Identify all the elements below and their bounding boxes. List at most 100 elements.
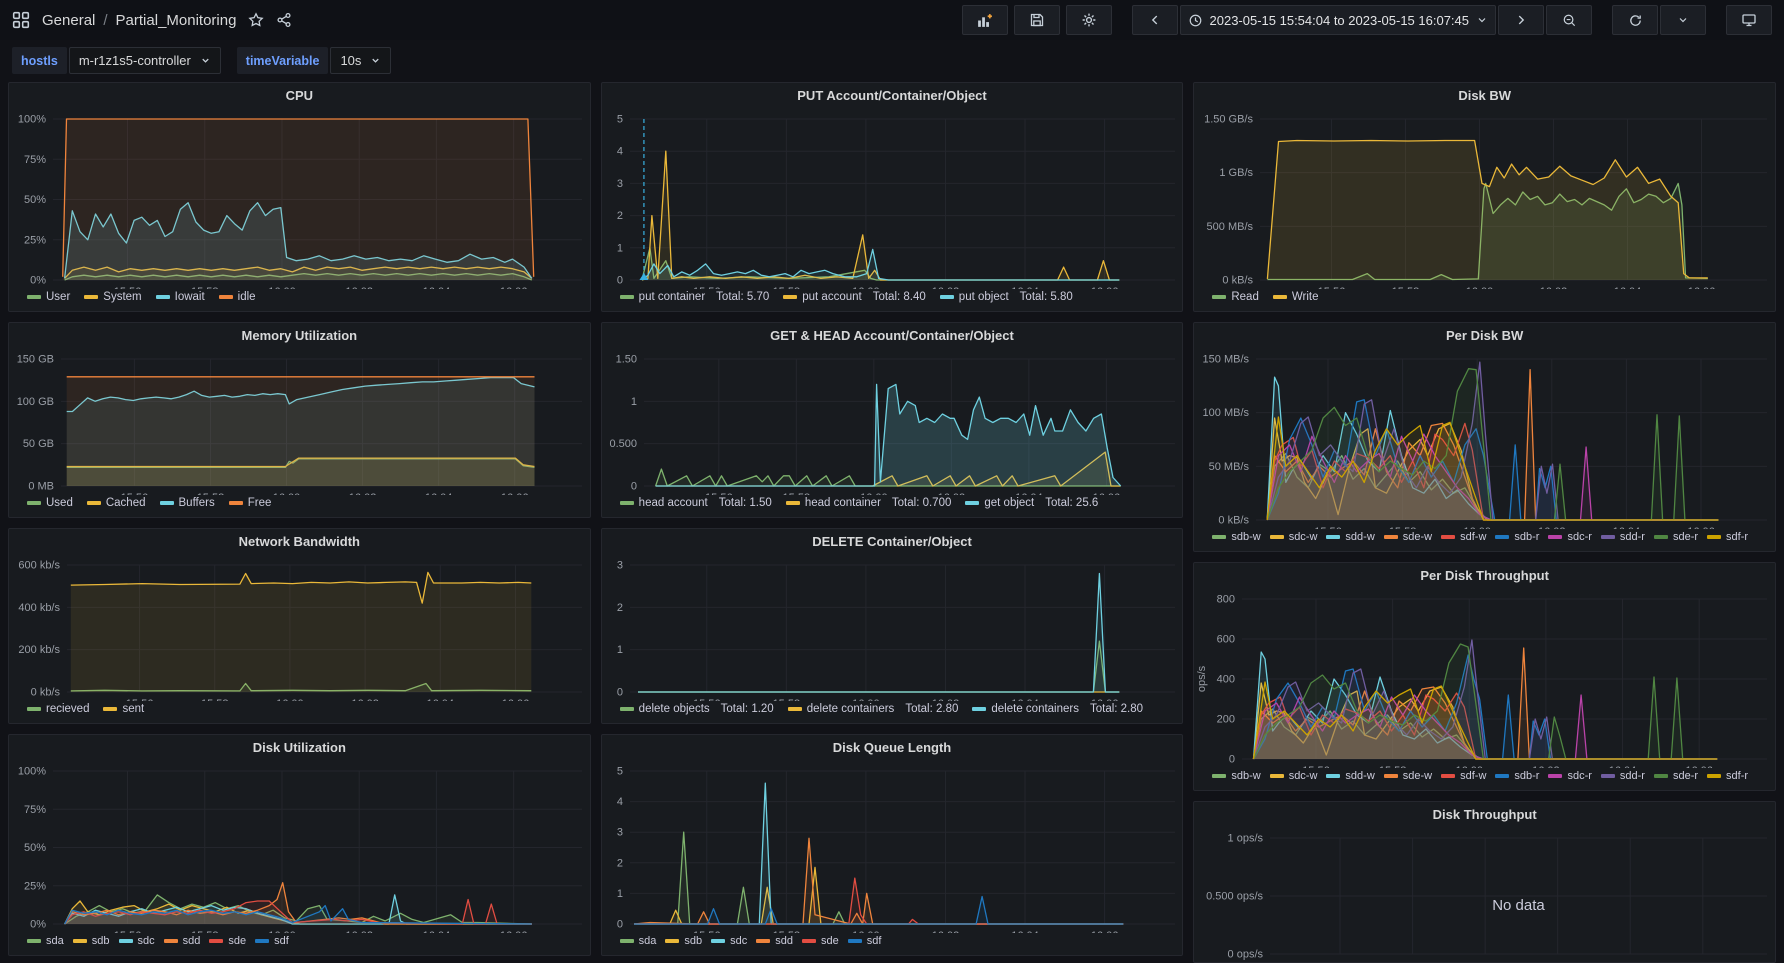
svg-text:0.500 ops/s: 0.500 ops/s bbox=[1206, 891, 1263, 903]
legend-item[interactable]: sdd-w bbox=[1326, 770, 1374, 782]
cpu-chart[interactable]: 0%25%50%75%100%15:5615:5816:0016:0216:04… bbox=[9, 109, 590, 289]
legend-item[interactable]: sdf bbox=[255, 935, 289, 947]
legend-item[interactable]: sdb-r bbox=[1495, 770, 1539, 782]
legend-item[interactable]: sdd-r bbox=[1601, 531, 1645, 543]
legend-item[interactable]: sdb-w bbox=[1212, 531, 1260, 543]
share-icon[interactable] bbox=[276, 12, 292, 28]
time-range-forward-button[interactable] bbox=[1498, 5, 1544, 35]
network-chart[interactable]: 0 kb/s200 kb/s400 kb/s600 kb/s15:5615:58… bbox=[9, 555, 590, 701]
legend-item[interactable]: sdd bbox=[164, 935, 201, 947]
legend-item[interactable]: Write bbox=[1273, 291, 1319, 303]
disk-throughput-chart[interactable]: 0 ops/s0.500 ops/s1 ops/sNo data bbox=[1194, 828, 1775, 962]
legend-item[interactable]: sde bbox=[802, 935, 839, 947]
time-range-picker[interactable]: 2023-05-15 15:54:04 to 2023-05-15 16:07:… bbox=[1180, 5, 1497, 35]
legend-item[interactable]: sdf-w bbox=[1441, 770, 1486, 782]
kiosk-mode-button[interactable] bbox=[1726, 5, 1772, 35]
panel-put: PUT Account/Container/Object 01234515:56… bbox=[601, 82, 1184, 312]
add-panel-button[interactable] bbox=[962, 5, 1008, 35]
legend-item[interactable]: sde-r bbox=[1654, 531, 1698, 543]
legend-item[interactable]: sdf-w bbox=[1441, 531, 1486, 543]
legend-item[interactable]: put objectTotal: 5.80 bbox=[940, 291, 1073, 303]
legend-item[interactable]: sde-r bbox=[1654, 770, 1698, 782]
panel-title[interactable]: Network Bandwidth bbox=[9, 529, 590, 555]
panel-title[interactable]: PUT Account/Container/Object bbox=[602, 83, 1183, 109]
panel-title[interactable]: Per Disk BW bbox=[1194, 323, 1775, 349]
legend-item[interactable]: sda bbox=[27, 935, 64, 947]
panel-title[interactable]: CPU bbox=[9, 83, 590, 109]
put-chart[interactable]: 01234515:5615:5816:0016:0216:0416:06 bbox=[602, 109, 1183, 289]
panel-title[interactable]: Disk Throughput bbox=[1194, 802, 1775, 828]
legend-item[interactable]: sde-w bbox=[1384, 770, 1432, 782]
per-disk-throughput-chart[interactable]: 020040060080015:5615:5816:0016:0216:0416… bbox=[1194, 589, 1775, 768]
legend-item[interactable]: sdc bbox=[119, 935, 155, 947]
legend-item[interactable]: delete objectsTotal: 1.20 bbox=[620, 703, 774, 715]
panel-title[interactable]: Disk Utilization bbox=[9, 735, 590, 761]
time-range-back-button[interactable] bbox=[1132, 5, 1178, 35]
star-icon[interactable] bbox=[248, 12, 264, 28]
panel-title[interactable]: Memory Utilization bbox=[9, 323, 590, 349]
legend-item[interactable]: sdf-r bbox=[1707, 531, 1748, 543]
legend-item[interactable]: sdf-r bbox=[1707, 770, 1748, 782]
legend-item[interactable]: sda bbox=[620, 935, 657, 947]
legend-item[interactable]: System bbox=[84, 291, 141, 303]
legend-item[interactable]: sent bbox=[103, 703, 144, 715]
legend-item[interactable]: get objectTotal: 25.6 bbox=[965, 497, 1098, 509]
legend-item[interactable]: sdc bbox=[711, 935, 747, 947]
per-disk-bw-chart[interactable]: 0 kB/s50 MB/s100 MB/s150 MB/s15:5615:581… bbox=[1194, 349, 1775, 529]
legend-item[interactable]: sde-w bbox=[1384, 531, 1432, 543]
legend-item[interactable]: Free bbox=[229, 497, 272, 509]
zoom-out-time-button[interactable] bbox=[1546, 5, 1592, 35]
panel-title[interactable]: GET & HEAD Account/Container/Object bbox=[602, 323, 1183, 349]
delete-chart[interactable]: 012315:5615:5816:0016:0216:0416:06 bbox=[602, 555, 1183, 701]
legend-item[interactable]: put accountTotal: 8.40 bbox=[783, 291, 926, 303]
legend-item[interactable]: idle bbox=[219, 291, 256, 303]
legend-item[interactable]: Buffers bbox=[160, 497, 215, 509]
disk-bw-chart[interactable]: 0 kB/s500 MB/s1 GB/s1.50 GB/s15:5615:581… bbox=[1194, 109, 1775, 289]
refresh-interval-dropdown[interactable] bbox=[1660, 5, 1706, 35]
legend-item[interactable]: sdd-w bbox=[1326, 531, 1374, 543]
panel-title[interactable]: Disk BW bbox=[1194, 83, 1775, 109]
legend-item[interactable]: Cached bbox=[87, 497, 146, 509]
legend-item[interactable]: Read bbox=[1212, 291, 1259, 303]
legend-item[interactable]: sdc-w bbox=[1270, 531, 1318, 543]
legend-item[interactable]: Iowait bbox=[156, 291, 205, 303]
panel-disk-utilization: Disk Utilization 0%25%50%75%100%15:5615:… bbox=[8, 734, 591, 956]
legend-item[interactable]: sdb-r bbox=[1495, 531, 1539, 543]
legend-item[interactable]: sdc-r bbox=[1548, 770, 1591, 782]
breadcrumb-section[interactable]: General bbox=[42, 12, 95, 29]
dashboard-settings-button[interactable] bbox=[1066, 5, 1112, 35]
panel-title[interactable]: DELETE Container/Object bbox=[602, 529, 1183, 555]
legend-item[interactable]: put containerTotal: 5.70 bbox=[620, 291, 770, 303]
variable-timevariable-label: timeVariable bbox=[237, 47, 329, 74]
disk-queue-chart[interactable]: 01234515:5615:5816:0016:0216:0416:06 bbox=[602, 761, 1183, 933]
get-head-chart[interactable]: 00.50011.5015:5615:5816:0016:0216:0416:0… bbox=[602, 349, 1183, 495]
legend-item[interactable]: sde bbox=[209, 935, 246, 947]
svg-text:0 MB: 0 MB bbox=[28, 481, 54, 493]
legend-item[interactable]: recieved bbox=[27, 703, 89, 715]
apps-grid-icon[interactable] bbox=[12, 11, 30, 29]
legend-item[interactable]: head containerTotal: 0.700 bbox=[786, 497, 952, 509]
variable-hostls-dropdown[interactable]: m-r1z1s5-controller bbox=[69, 47, 221, 74]
legend-item[interactable]: delete containersTotal: 2.80 bbox=[788, 703, 959, 715]
legend-item[interactable]: sdc-w bbox=[1270, 770, 1318, 782]
legend-item[interactable]: sdb bbox=[73, 935, 110, 947]
legend-item[interactable]: sdf bbox=[848, 935, 882, 947]
refresh-button[interactable] bbox=[1612, 5, 1658, 35]
panel-title[interactable]: Disk Queue Length bbox=[602, 735, 1183, 761]
svg-text:800: 800 bbox=[1217, 594, 1235, 606]
memory-chart[interactable]: 0 MB50 GB100 GB150 GB15:5615:5816:0016:0… bbox=[9, 349, 590, 495]
variable-timevariable-dropdown[interactable]: 10s bbox=[330, 47, 391, 74]
legend-item[interactable]: delete containersTotal: 2.80 bbox=[972, 703, 1143, 715]
breadcrumb-page[interactable]: Partial_Monitoring bbox=[116, 12, 237, 29]
disk-utilization-chart[interactable]: 0%25%50%75%100%15:5615:5816:0016:0216:04… bbox=[9, 761, 590, 933]
panel-title[interactable]: Per Disk Throughput bbox=[1194, 563, 1775, 589]
legend-item[interactable]: User bbox=[27, 291, 70, 303]
legend-item[interactable]: sdc-r bbox=[1548, 531, 1591, 543]
legend-item[interactable]: head accountTotal: 1.50 bbox=[620, 497, 772, 509]
legend-item[interactable]: sdb bbox=[665, 935, 702, 947]
legend-item[interactable]: sdd bbox=[756, 935, 793, 947]
legend-item[interactable]: sdb-w bbox=[1212, 770, 1260, 782]
legend-item[interactable]: Used bbox=[27, 497, 73, 509]
legend-item[interactable]: sdd-r bbox=[1601, 770, 1645, 782]
save-dashboard-button[interactable] bbox=[1014, 5, 1060, 35]
